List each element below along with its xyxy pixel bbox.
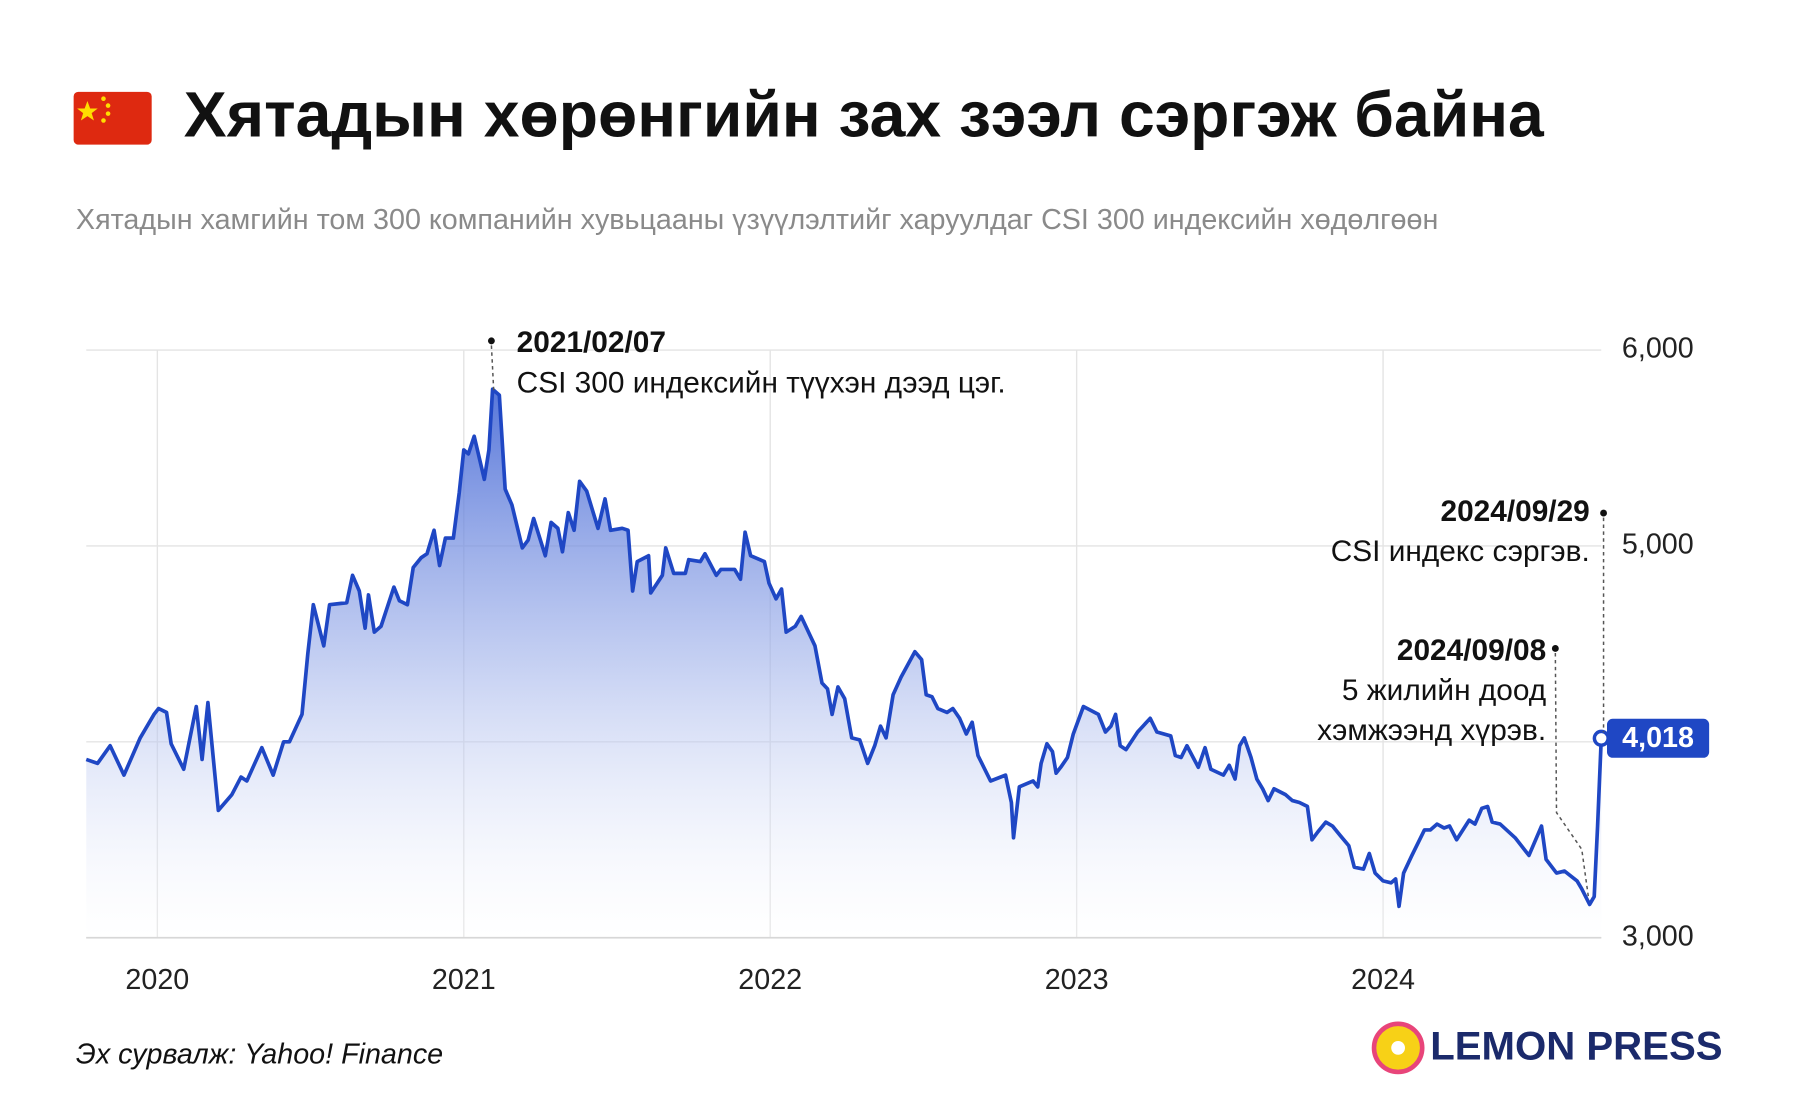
annotation-text: 5 жилийн доод bbox=[1342, 674, 1546, 707]
area-fill bbox=[86, 389, 1602, 938]
line bbox=[85, 387, 1604, 909]
x-tick-label: 2023 bbox=[1045, 964, 1109, 996]
x-tick-label: 2022 bbox=[738, 964, 802, 996]
source: Эх сурвалж: Yahoo! Finance bbox=[76, 1038, 443, 1070]
end-point bbox=[1592, 729, 1610, 747]
subtitle: Хятадын хамгийн том 300 компанийн хувьца… bbox=[76, 204, 1438, 236]
value-label: 4,018 bbox=[1622, 722, 1694, 754]
annotation-dot bbox=[1600, 509, 1607, 517]
annotation-text: CSI индекс сэргэв. bbox=[1331, 535, 1590, 568]
annotation-date: 2024/09/08 bbox=[1397, 634, 1546, 667]
x-tick-label: 2024 bbox=[1351, 964, 1415, 996]
x-tick-label: 2020 bbox=[125, 964, 189, 996]
logo-icon bbox=[1371, 1021, 1425, 1075]
x-tick-label: 2021 bbox=[432, 964, 496, 996]
annotation-leader bbox=[490, 345, 495, 391]
annotation-date: 2021/02/07 bbox=[517, 326, 666, 359]
annotation-leader bbox=[1554, 653, 1590, 899]
annotation-text: хэмжээнд хүрэв. bbox=[1317, 714, 1546, 747]
plot: 3,0004,0005,0006,00020202021202220232024… bbox=[85, 326, 1710, 996]
title: Хятадын хөрөнгийн зах зээл сэргэж байна bbox=[184, 78, 1545, 150]
y-tick-label: 3,000 bbox=[1622, 920, 1694, 952]
y-tick-label: 5,000 bbox=[1622, 529, 1694, 561]
annotation-date: 2024/09/29 bbox=[1440, 495, 1589, 528]
logo: LEMON PRESS bbox=[1430, 1024, 1722, 1069]
annotation-dot bbox=[487, 337, 495, 345]
annotation-dot bbox=[1551, 645, 1559, 652]
value-badge bbox=[1607, 718, 1710, 758]
annotation-text: CSI 300 индексийн түүхэн дээд цэг. bbox=[517, 366, 1006, 399]
flag bbox=[73, 91, 152, 145]
y-tick-label: 6,000 bbox=[1622, 333, 1694, 365]
